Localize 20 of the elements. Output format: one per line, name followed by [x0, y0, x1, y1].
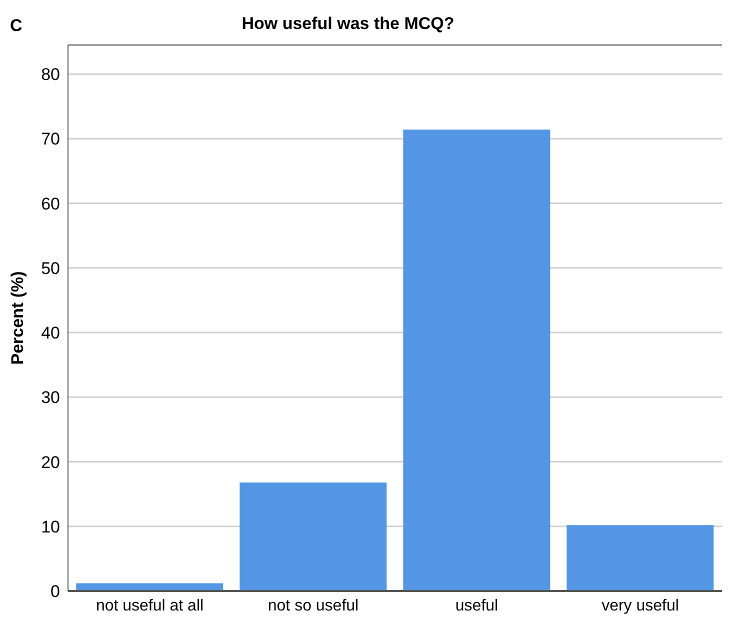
bar: [76, 583, 224, 591]
bar: [240, 482, 387, 591]
bar: [566, 525, 714, 591]
y-tick-label: 70: [41, 130, 60, 149]
y-tick-label: 60: [41, 194, 60, 214]
y-tick-label: 30: [41, 388, 60, 408]
x-tick-label: useful: [455, 597, 498, 614]
y-tick-label: 80: [41, 65, 60, 84]
y-tick-label: 10: [41, 517, 60, 536]
chart-title: How useful was the MCQ?: [242, 14, 454, 33]
y-tick-label: 20: [41, 452, 60, 472]
y-tick-label: 0: [50, 582, 60, 602]
x-tick-label: not so useful: [268, 597, 359, 614]
x-tick-label: very useful: [602, 597, 679, 614]
x-tick-label: not useful at all: [96, 597, 204, 614]
y-tick-label: 40: [41, 324, 60, 343]
text: C: [10, 16, 22, 36]
y-tick-label: 50: [41, 258, 60, 278]
bar: [403, 130, 550, 591]
y-axis-title: Percent (%): [8, 271, 28, 365]
